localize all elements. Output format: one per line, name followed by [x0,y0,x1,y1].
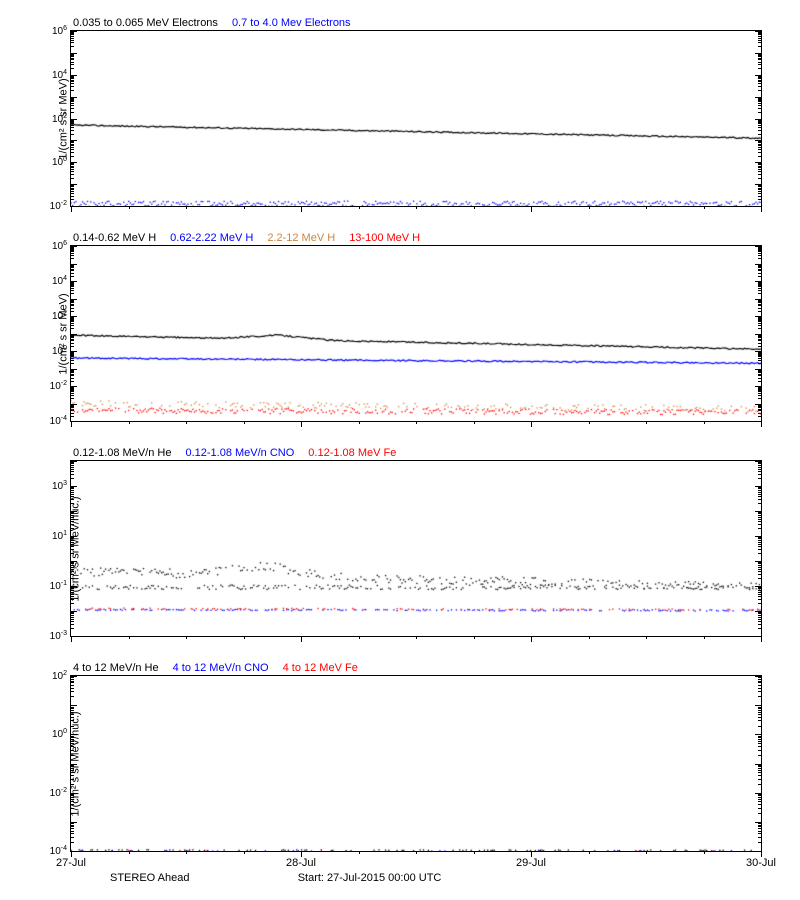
series-legend-label: 0.12-1.08 MeV/n CNO [185,447,294,459]
y-tick-label: 102 [52,670,67,682]
series-legend-label: 4 to 12 MeV/n CNO [173,662,269,674]
panel-title: 0.14-0.62 MeV H 0.62-2.22 MeV H 2.2-12 MeV… [73,232,434,244]
y-tick-label: 100 [52,728,67,740]
data-layer [71,31,761,206]
y-tick-label: 104 [52,275,67,287]
y-tick-label: 103 [52,480,67,492]
y-tick-label: 10-2 [50,786,67,798]
y-tick-label: 10-2 [50,200,67,212]
panel-heavy_high: 4 to 12 MeV/n He4 to 12 MeV/n CNO4 to 12… [70,675,762,852]
panel-hydrogen: 0.14-0.62 MeV H0.62-2.22 MeV H2.2-12 MeV… [70,245,762,422]
y-tick-label: 100 [52,345,67,357]
panel-title: 4 to 12 MeV/n He 4 to 12 MeV/n CNO 4 to 12… [73,662,372,674]
y-tick-label: 102 [52,310,67,322]
series-legend-label: 4 to 12 MeV/n He [73,662,159,674]
series-legend-label: 4 to 12 MeV Fe [283,662,358,674]
footer-instrument: STEREO Ahead [110,872,190,884]
series-legend-label: 0.7 to 4.0 Mev Electrons [232,17,351,29]
y-tick-label: 106 [52,240,67,252]
series-legend-label: 2.2-12 MeV H [267,232,335,244]
y-tick-label: 10-1 [50,580,67,592]
data-layer [71,246,761,421]
chart-container: 0.035 to 0.065 MeV Electrons 0.7 to 4.0 M… [0,0,800,900]
y-axis-label: 1/(cm² s sr MeV) [58,293,70,374]
series-legend-label: 0.14-0.62 MeV H [73,232,156,244]
y-tick-label: 100 [52,156,67,168]
data-layer [71,676,761,851]
panel-electrons: 0.035 to 0.065 MeV Electrons0.7 to 4.0 M… [70,30,762,207]
y-tick-label: 10-4 [50,415,67,427]
y-tick-label: 10-3 [50,630,67,642]
x-tick-label: 27-Jul [56,857,86,869]
y-tick-label: 10-2 [50,380,67,392]
x-tick-label: 29-Jul [516,857,546,869]
series-legend-label: 0.62-2.22 MeV H [170,232,253,244]
panel-title: 0.035 to 0.065 MeV Electrons 0.7 to 4.0 M… [73,17,365,29]
x-tick-label: 30-Jul [746,857,776,869]
x-tick-label: 28-Jul [286,857,316,869]
y-tick-label: 10-4 [50,845,67,857]
y-tick-label: 101 [52,530,67,542]
data-layer [71,461,761,636]
footer-start-time: Start: 27-Jul-2015 00:00 UTC [298,872,442,884]
series-legend-label: 0.12-1.08 MeV Fe [308,447,396,459]
series-legend-label: 13-100 MeV H [349,232,420,244]
panel-title: 0.12-1.08 MeV/n He 0.12-1.08 MeV/n CNO 0.1… [73,447,410,459]
series-legend-label: 0.12-1.08 MeV/n He [73,447,171,459]
y-tick-label: 106 [52,25,67,37]
series-legend-label: 0.035 to 0.065 MeV Electrons [73,17,218,29]
y-tick-label: 102 [52,112,67,124]
panel-heavy_low: 0.12-1.08 MeV/n He0.12-1.08 MeV/n CNO0.1… [70,460,762,637]
y-tick-label: 104 [52,69,67,81]
